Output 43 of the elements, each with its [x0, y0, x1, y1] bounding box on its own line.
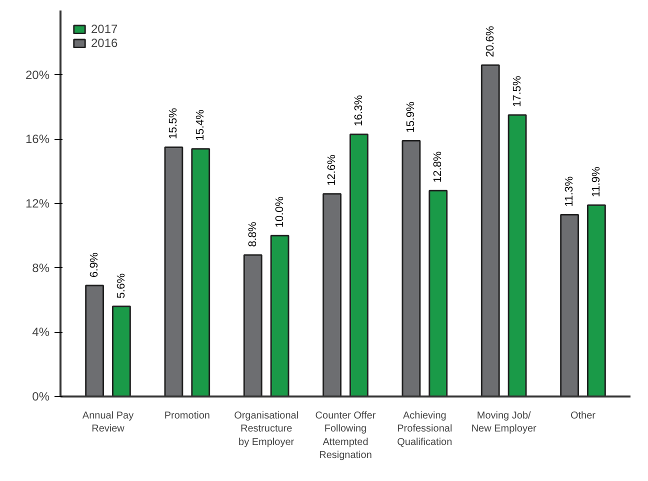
data-label: 11.3% — [564, 176, 576, 207]
bar — [402, 140, 421, 396]
data-label: 12.8% — [432, 151, 444, 183]
x-tick-label: Achieving Professional Qualification — [397, 410, 452, 448]
bar — [270, 234, 290, 396]
bar — [85, 284, 104, 396]
bar — [508, 114, 527, 396]
bar — [350, 134, 368, 396]
y-tick-label: 16% — [25, 132, 50, 146]
legend-label: 2017 — [91, 22, 118, 36]
bar — [322, 193, 342, 396]
data-label: 5.6% — [115, 273, 128, 298]
y-tick-label: 8% — [32, 260, 50, 275]
data-label: 17.5% — [511, 76, 524, 107]
y-tick-label: 20% — [25, 68, 50, 82]
data-label: 6.9% — [88, 252, 101, 278]
data-label: 20.6% — [484, 26, 496, 58]
data-label: 15.9% — [405, 101, 418, 133]
y-tick-label: 0% — [32, 390, 50, 404]
data-label: 8.8% — [246, 222, 259, 247]
data-label: 11.9% — [590, 166, 602, 198]
data-label: 12.6% — [326, 154, 338, 186]
bar — [164, 146, 184, 396]
x-tick-label: Annual Pay Review — [82, 410, 134, 435]
x-tick-label: Other — [570, 410, 596, 422]
bar — [191, 148, 210, 396]
legend-label: 2016 — [91, 36, 118, 50]
bar — [587, 204, 606, 396]
x-tick-label: Promotion — [164, 410, 210, 422]
data-label: 15.4% — [194, 109, 207, 141]
bar — [428, 190, 448, 396]
data-label: 10.0% — [274, 196, 286, 228]
bar — [112, 306, 131, 396]
bar — [243, 254, 262, 396]
data-label: 15.5% — [168, 108, 180, 140]
x-tick-label: Moving Job/ New Employer — [471, 410, 538, 435]
y-tick-label: 12% — [25, 196, 50, 210]
x-tick-label: Organisational Restructure by Employer — [234, 410, 299, 448]
bar — [560, 214, 579, 396]
x-tick-label: Counter Offer Following Attempted Resignation — [315, 410, 376, 462]
data-label: 16.3% — [352, 94, 365, 126]
bar — [480, 64, 500, 396]
y-tick-label: 4% — [32, 325, 50, 340]
